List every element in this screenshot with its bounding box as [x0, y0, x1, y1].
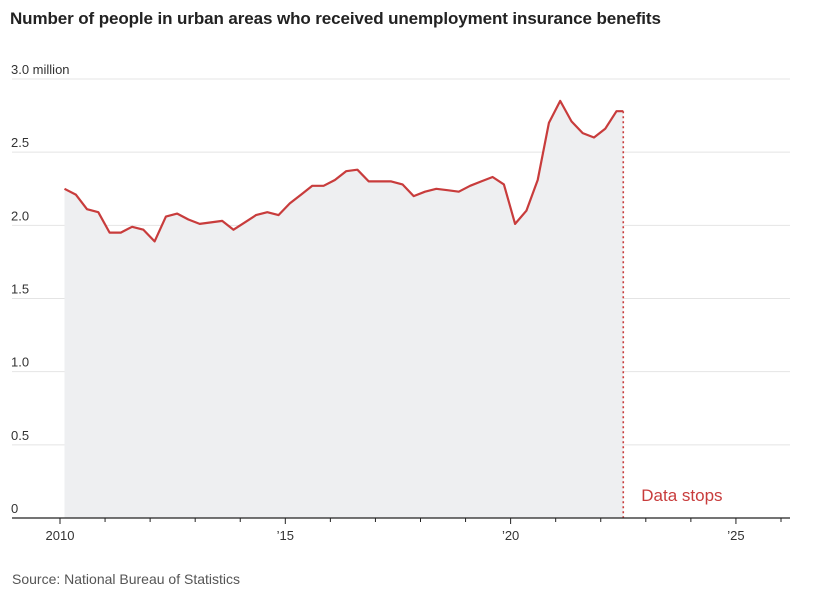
- data-point-40: [514, 222, 517, 225]
- data-point-47: [592, 136, 595, 139]
- data-stops-label: Data stops: [641, 486, 722, 505]
- y-tick-label: 1.5: [11, 282, 29, 297]
- y-tick-label: 0.5: [11, 428, 29, 443]
- y-tick-label: 2.5: [11, 135, 29, 150]
- data-point-14: [221, 219, 224, 222]
- data-point-16: [243, 221, 246, 224]
- data-point-33: [435, 187, 438, 190]
- data-point-36: [469, 184, 472, 187]
- data-point-32: [424, 190, 427, 193]
- data-point-34: [446, 189, 449, 192]
- data-point-39: [502, 183, 505, 186]
- data-point-8: [153, 240, 156, 243]
- data-point-2: [86, 208, 89, 211]
- source-note: Source: National Bureau of Statistics: [12, 571, 241, 587]
- data-point-31: [412, 195, 415, 198]
- x-axis-ticks: 2010 ’15 ’20 ’25: [46, 518, 782, 543]
- data-point-11: [187, 218, 190, 221]
- data-point-6: [131, 225, 134, 228]
- data-point-46: [581, 132, 584, 135]
- data-point-18: [266, 211, 269, 214]
- x-tick-label: ’15: [277, 528, 294, 543]
- data-point-48: [604, 127, 607, 130]
- data-point-4: [108, 231, 111, 234]
- data-point-42: [536, 178, 539, 181]
- series-line: [63, 99, 624, 243]
- data-point-45: [570, 120, 573, 123]
- data-point-41: [525, 209, 528, 212]
- data-point-30: [401, 183, 404, 186]
- data-point-38: [491, 176, 494, 179]
- chart-title: Number of people in urban areas who rece…: [10, 9, 661, 28]
- area-fill: [64, 100, 624, 519]
- data-point-3: [97, 211, 100, 214]
- data-point-43: [547, 121, 550, 124]
- data-point-22: [311, 184, 314, 187]
- data-point-1: [74, 193, 77, 196]
- data-point-10: [176, 212, 179, 215]
- y-tick-label: 3.0 million: [11, 62, 70, 77]
- x-tick-label: 2010: [46, 528, 75, 543]
- data-point-24: [333, 178, 336, 181]
- y-tick-label: 0: [11, 501, 18, 516]
- data-point-49: [615, 110, 618, 113]
- data-point-21: [300, 193, 303, 196]
- data-point-20: [288, 202, 291, 205]
- y-tick-label: 2.0: [11, 208, 29, 223]
- data-point-15: [232, 228, 235, 231]
- data-point-23: [322, 184, 325, 187]
- data-point-44: [559, 99, 562, 102]
- y-tick-label: 1.0: [11, 355, 29, 370]
- data-point-25: [345, 170, 348, 173]
- data-point-17: [255, 214, 258, 217]
- data-point-7: [142, 228, 145, 231]
- data-point-19: [277, 214, 280, 217]
- data-point-35: [457, 190, 460, 193]
- y-axis-ticks: 0 0.5 1.0 1.5 2.0 2.5 3.0 million: [11, 62, 70, 516]
- x-tick-label: ’25: [727, 528, 744, 543]
- data-point-12: [198, 222, 201, 225]
- data-point-37: [480, 180, 483, 183]
- x-tick-label: ’20: [502, 528, 519, 543]
- data-point-5: [119, 231, 122, 234]
- data-point-0: [63, 187, 66, 190]
- data-point-29: [390, 180, 393, 183]
- data-point-26: [356, 168, 359, 171]
- data-point-27: [367, 180, 370, 183]
- data-point-9: [164, 215, 167, 218]
- data-point-13: [209, 221, 212, 224]
- data-point-28: [378, 180, 381, 183]
